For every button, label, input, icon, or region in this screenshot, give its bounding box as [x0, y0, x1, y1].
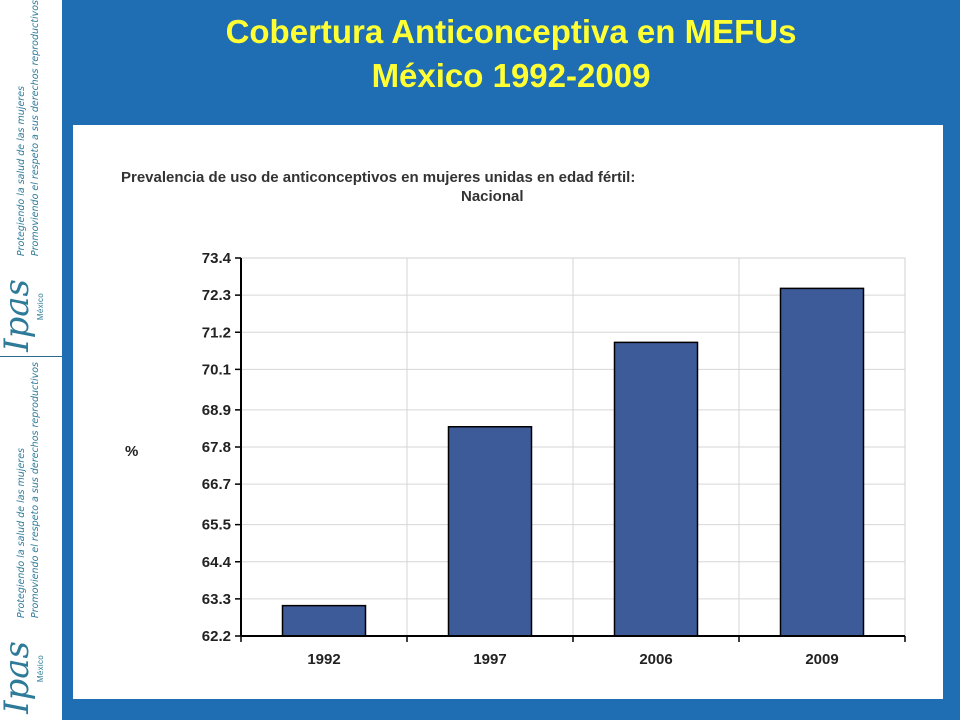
x-tick-label: 2009: [805, 651, 838, 668]
bars: [281, 287, 865, 637]
sidebar-tagline-1: Protegiendo la salud de las mujeres: [16, 85, 27, 256]
chart-panel: Prevalencia de uso de anticonceptivos en…: [73, 125, 943, 699]
ipas-logo: Ipas: [0, 641, 37, 714]
slide-title: Cobertura Anticonceptiva en MEFUs México…: [62, 10, 960, 98]
axes: [235, 257, 906, 642]
y-tick-label: 67.8: [202, 439, 231, 456]
y-tick-label: 64.4: [202, 554, 232, 571]
x-tick-label: 1992: [307, 651, 340, 668]
y-tick-label: 63.3: [202, 591, 231, 608]
y-tick-label: 62.2: [202, 628, 231, 645]
y-tick-label: 72.3: [202, 287, 231, 304]
slide-title-line-2: México 1992-2009: [371, 57, 651, 94]
y-tick-label: 66.7: [202, 476, 231, 493]
y-tick-label: 71.2: [202, 324, 231, 341]
y-axis-label: %: [125, 443, 138, 460]
x-tick-labels: 1992 1997 2006 2009: [307, 651, 838, 668]
sidebar-logo-block: Protegiendo la salud de las mujeres Prom…: [0, 362, 62, 718]
ipas-logo: Ipas: [0, 279, 37, 352]
sidebar-tagline-2: Promoviendo el respeto a sus derechos re…: [30, 0, 41, 256]
y-tick-label: 65.5: [202, 517, 231, 534]
sidebar-country: México: [36, 654, 45, 682]
sidebar-logo-block: Protegiendo la salud de las mujeres Prom…: [0, 0, 62, 357]
bar-chart: Prevalencia de uso de anticonceptivos en…: [121, 169, 906, 668]
sidebar-tagline-2: Promoviendo el respeto a sus derechos re…: [30, 362, 41, 618]
chart-subtitle: Nacional: [461, 188, 524, 205]
y-tick-label: 70.1: [202, 361, 231, 378]
sidebar-country: México: [36, 292, 45, 320]
bar-2006: [613, 341, 699, 637]
y-tick-labels: 73.4 72.3 71.2 70.1 68.9 67.8 66.7 65.5 64.4 63.3…: [202, 250, 232, 645]
x-tick-label: 1997: [473, 651, 506, 668]
bar-1997: [447, 426, 533, 637]
chart-title: Prevalencia de uso de anticonceptivos en…: [121, 169, 635, 186]
bar-1992: [281, 604, 367, 637]
x-tick-label: 2006: [639, 651, 672, 668]
y-tick-label: 68.9: [202, 402, 231, 419]
sidebar-branding: Protegiendo la salud de las mujeres Prom…: [0, 0, 62, 720]
slide-title-line-1: Cobertura Anticonceptiva en MEFUs: [225, 13, 797, 50]
y-tick-label: 73.4: [202, 250, 232, 267]
bar-2009: [779, 287, 865, 637]
sidebar-tagline-1: Protegiendo la salud de las mujeres: [16, 447, 27, 618]
